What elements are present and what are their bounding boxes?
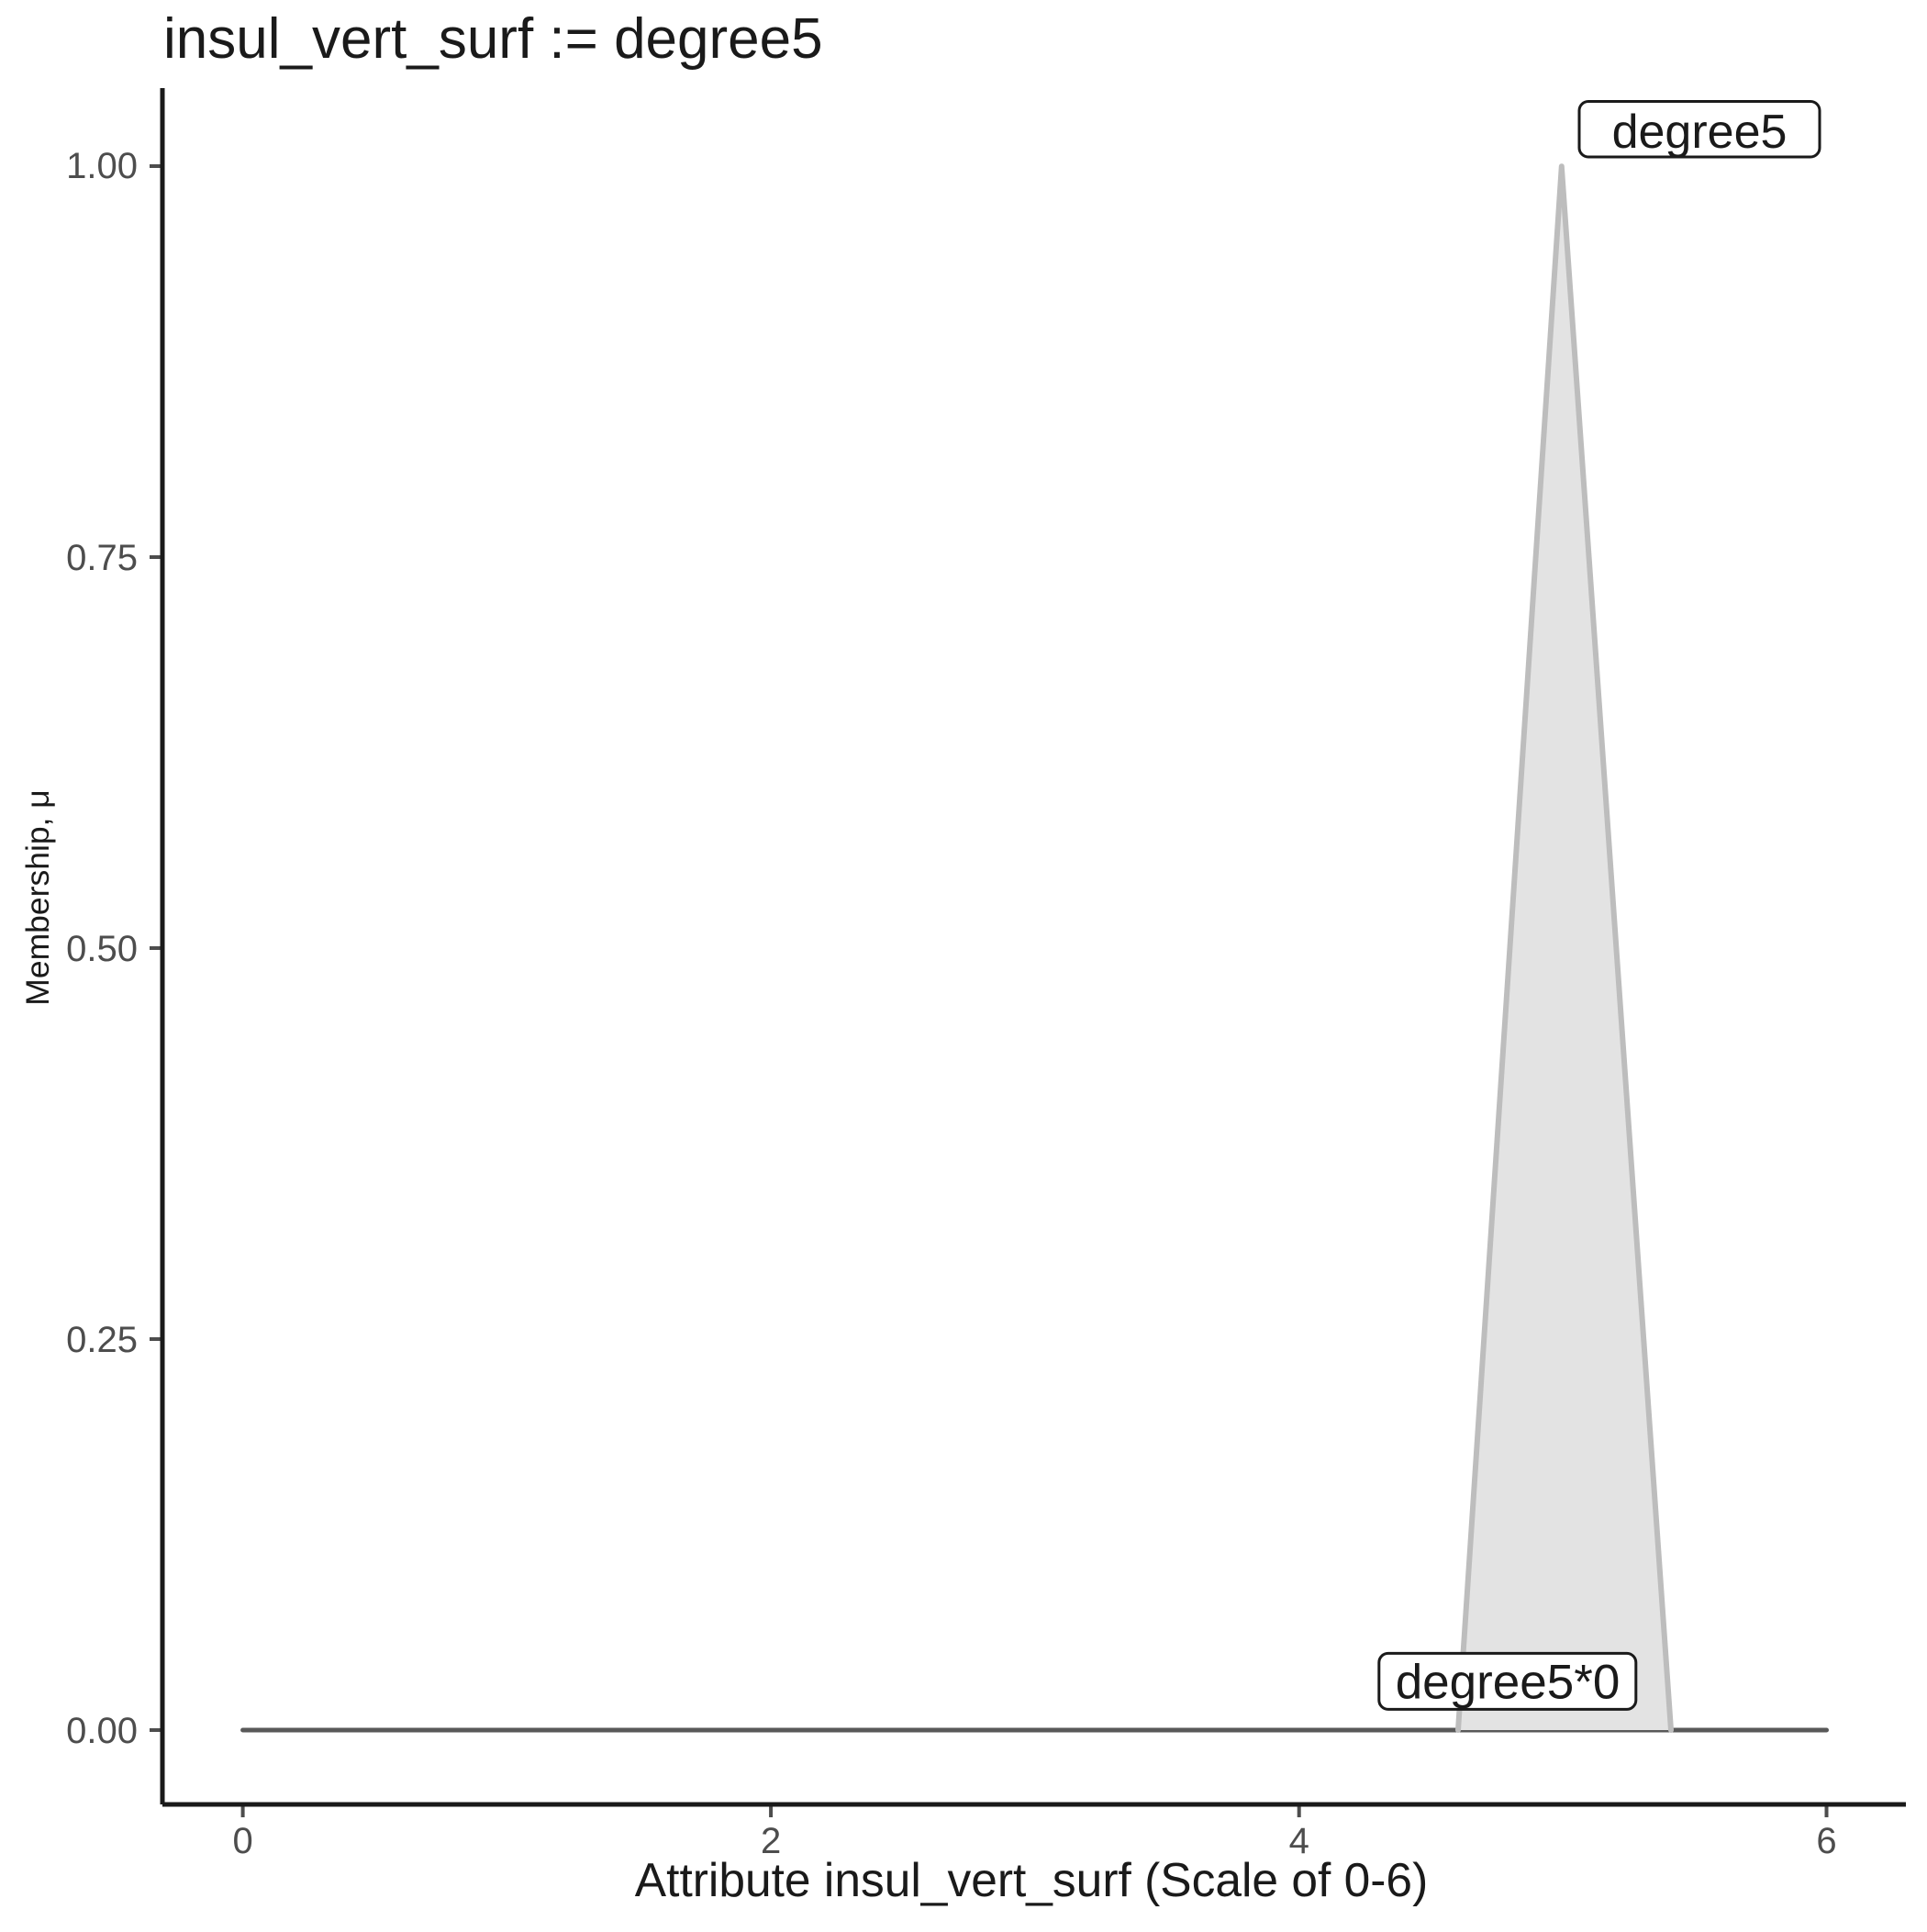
svg-text:insul_vert_surf := degree5: insul_vert_surf := degree5 — [163, 7, 823, 71]
svg-text:0.00: 0.00 — [66, 1711, 138, 1751]
svg-text:degree5*0: degree5*0 — [1396, 1656, 1621, 1710]
svg-text:0: 0 — [232, 1821, 252, 1861]
svg-text:Attribute insul_vert_surf (Sca: Attribute insul_vert_surf (Scale of 0-6) — [635, 1853, 1428, 1906]
svg-text:6: 6 — [1816, 1821, 1836, 1861]
svg-text:0.75: 0.75 — [66, 538, 138, 578]
svg-text:1.00: 1.00 — [66, 146, 138, 186]
svg-text:0.50: 0.50 — [66, 929, 138, 969]
svg-text:0.25: 0.25 — [66, 1320, 138, 1360]
svg-text:Membership, μ: Membership, μ — [19, 789, 56, 1006]
svg-text:degree5: degree5 — [1612, 106, 1788, 159]
